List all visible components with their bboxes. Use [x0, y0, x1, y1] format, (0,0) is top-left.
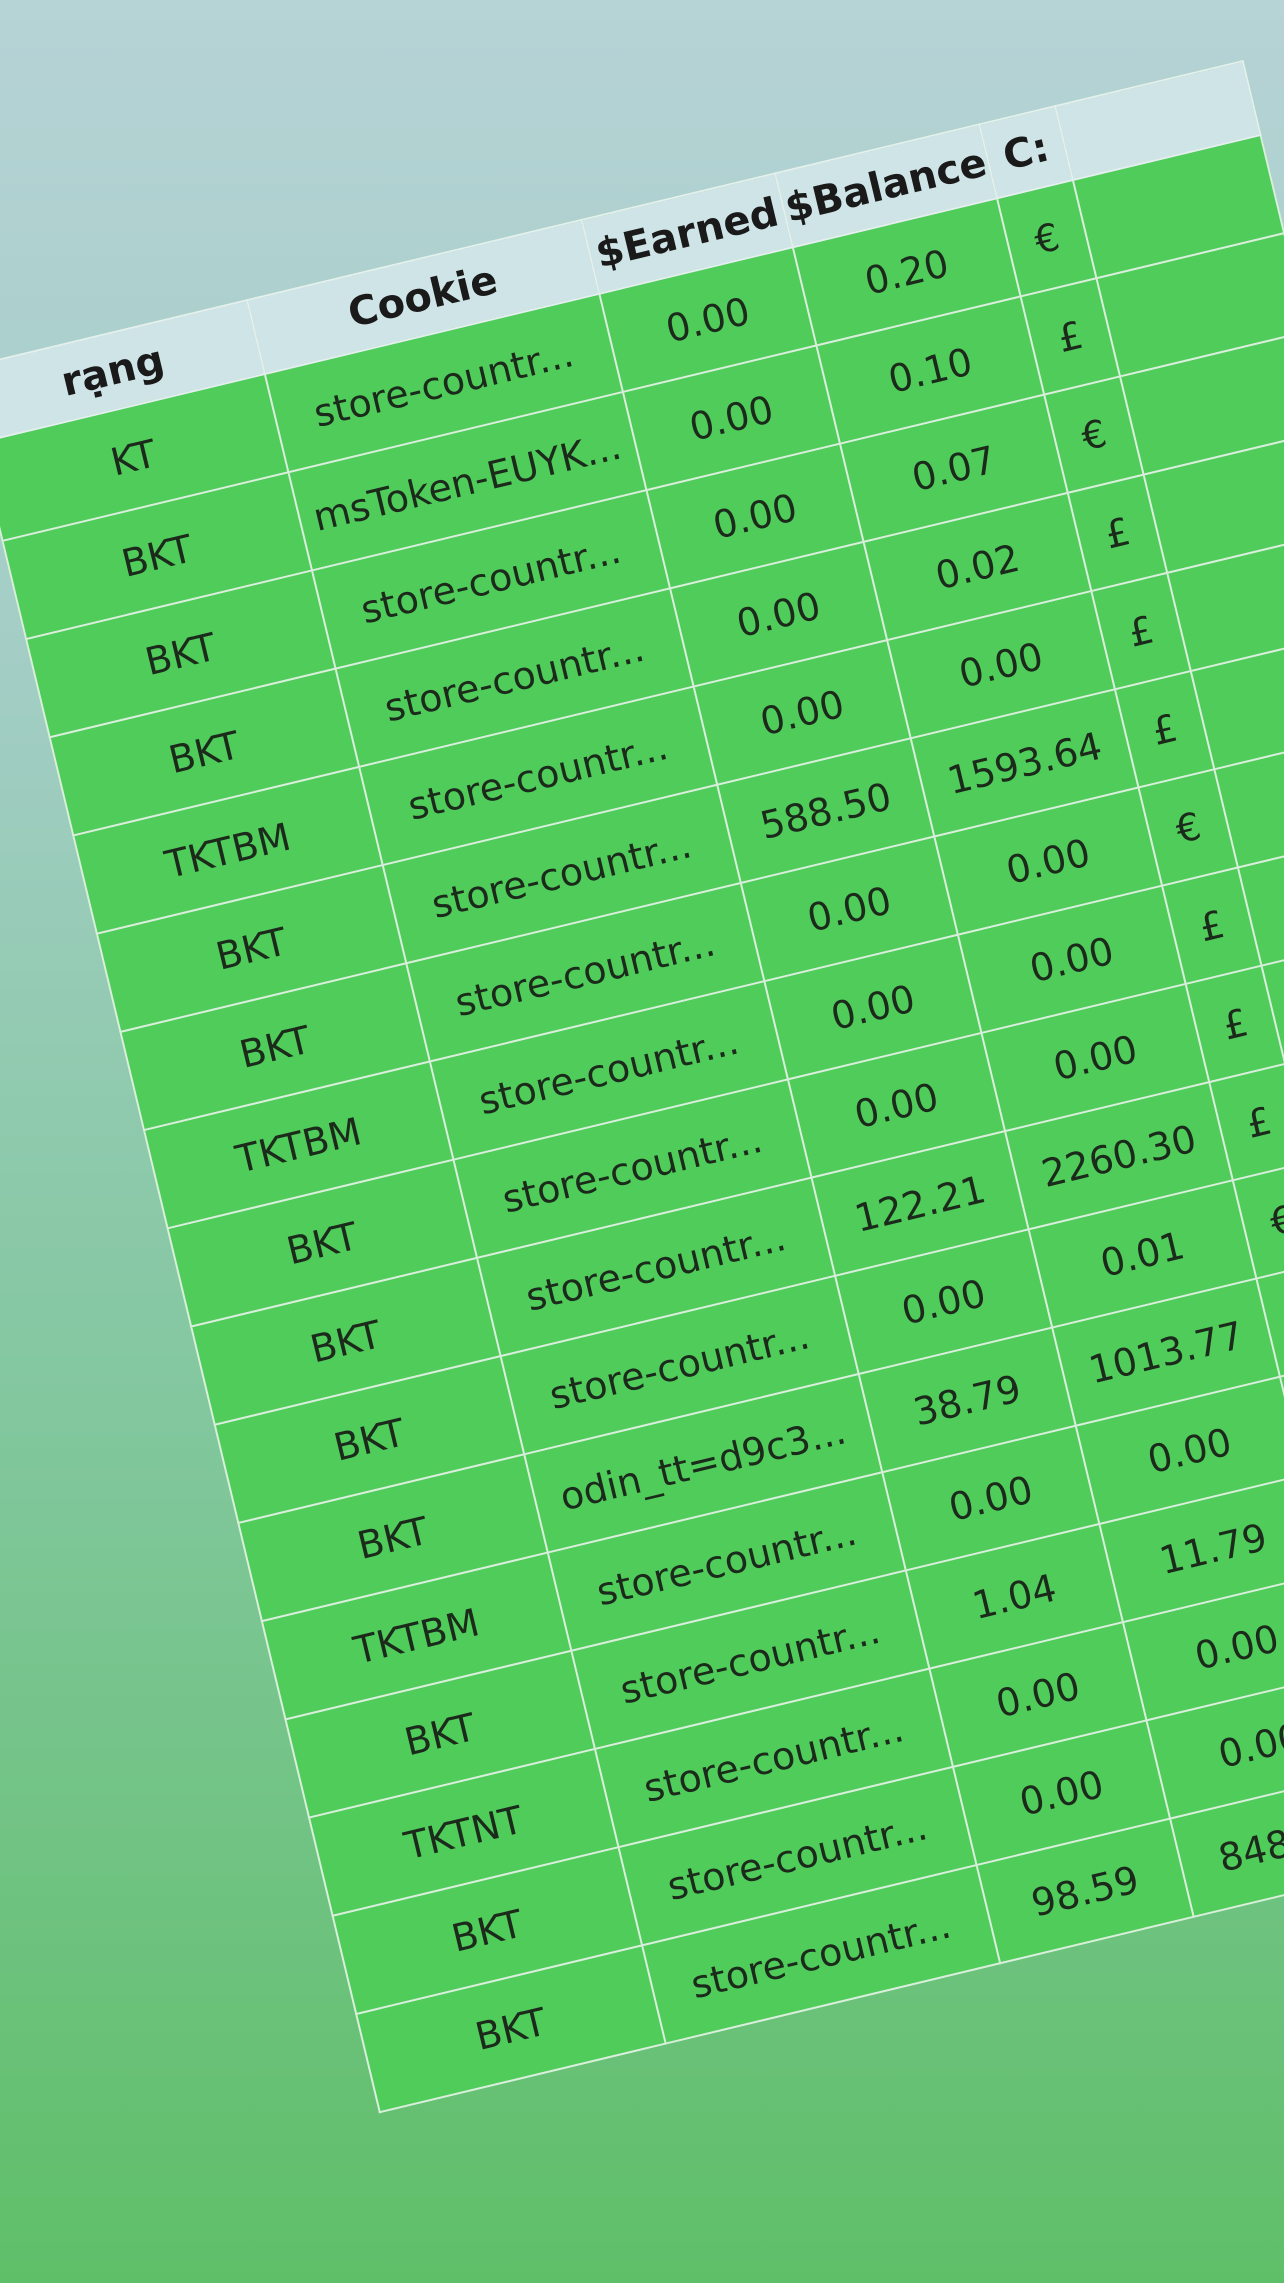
account-table-view: rạng Cookie $Earned $Balance C: KT store-…: [0, 59, 1284, 2114]
accounts-table: rạng Cookie $Earned $Balance C: KT store-…: [0, 59, 1284, 2114]
